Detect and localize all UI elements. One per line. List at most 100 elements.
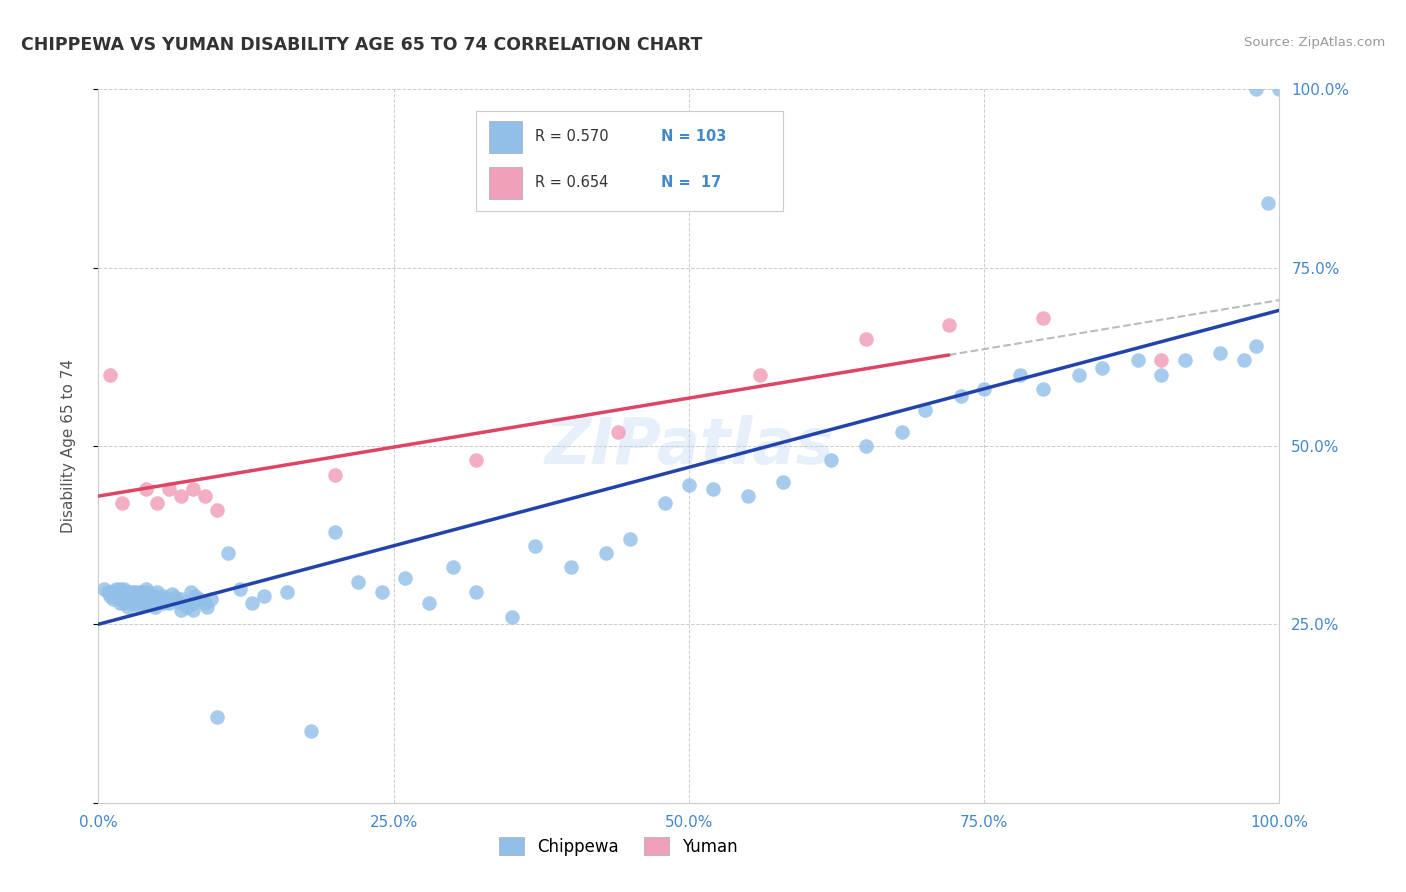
Point [101,585,124,599]
Point [111,592,134,607]
Point [347,574,370,589]
Point [1032,310,1054,325]
Point [276,585,298,599]
Text: ZIPatlas: ZIPatlas [544,415,834,477]
Point [128,585,150,599]
Point [441,560,464,574]
Point [128,592,150,607]
Point [1067,368,1090,382]
Point [914,403,936,417]
Point [371,585,394,599]
Point [1244,339,1267,353]
Point [112,596,135,610]
Point [117,599,139,614]
Point [157,482,180,496]
Point [200,592,222,607]
Point [111,585,134,599]
Point [136,585,159,599]
Point [607,425,630,439]
Point [170,592,193,607]
Point [560,560,582,574]
Point [890,425,912,439]
Point [146,592,169,607]
Point [619,532,641,546]
Point [194,596,217,610]
Point [146,496,169,510]
Point [949,389,972,403]
Point [1257,196,1279,211]
Point [205,710,228,724]
Point [149,592,172,607]
Point [1233,353,1256,368]
Point [737,489,759,503]
Point [108,589,131,603]
Text: Source: ZipAtlas.com: Source: ZipAtlas.com [1244,36,1385,49]
Point [141,589,163,603]
Point [152,596,174,610]
Point [1209,346,1232,360]
Point [820,453,842,467]
Point [176,599,198,614]
Point [165,591,187,605]
Point [524,539,547,553]
Point [101,592,124,607]
Point [654,496,676,510]
Point [112,582,135,596]
Point [146,585,169,599]
Point [1150,368,1173,382]
Point [141,596,163,610]
Point [135,596,157,610]
Point [97,585,120,599]
Point [108,582,131,596]
Point [299,724,322,739]
Point [122,592,145,607]
Point [323,524,346,539]
Point [121,585,143,599]
Point [772,475,794,489]
Point [156,592,179,607]
Point [187,592,209,607]
Point [678,478,700,492]
Point [125,592,148,607]
Point [135,589,157,603]
Point [135,582,157,596]
Point [122,585,145,599]
Point [157,596,180,610]
Point [465,453,488,467]
Point [1150,353,1173,368]
Point [112,589,135,603]
Point [217,546,239,560]
Point [143,599,166,614]
Point [152,589,174,603]
Legend: Chippewa, Yuman: Chippewa, Yuman [492,830,744,863]
Point [323,467,346,482]
Point [1032,382,1054,396]
Point [1008,368,1031,382]
Text: CHIPPEWA VS YUMAN DISABILITY AGE 65 TO 74 CORRELATION CHART: CHIPPEWA VS YUMAN DISABILITY AGE 65 TO 7… [21,36,703,54]
Point [595,546,617,560]
Point [465,585,488,599]
Point [181,603,204,617]
Point [973,382,995,396]
Point [702,482,724,496]
Point [748,368,770,382]
Point [128,599,150,614]
Point [1126,353,1149,368]
Point [105,585,128,599]
Point [1268,82,1291,96]
Point [135,482,157,496]
Point [205,503,228,517]
Point [125,585,148,599]
Point [121,596,143,610]
Point [117,585,139,599]
Point [170,489,193,503]
Point [938,318,960,332]
Point [170,603,193,617]
Point [122,596,145,610]
Point [117,592,139,607]
Point [195,599,218,614]
Point [501,610,523,624]
Point [132,596,155,610]
Point [93,582,115,596]
Point [181,596,204,610]
